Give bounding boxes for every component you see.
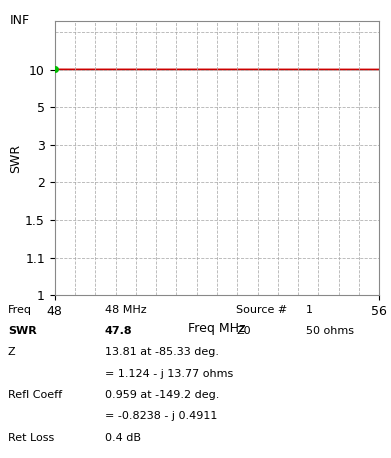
Text: Source #: Source # — [236, 305, 287, 315]
Text: INF: INF — [9, 14, 29, 27]
Text: Freq: Freq — [8, 305, 32, 315]
Text: Ret Loss: Ret Loss — [8, 433, 54, 443]
Text: = 1.124 - j 13.77 ohms: = 1.124 - j 13.77 ohms — [104, 369, 233, 379]
Text: Refl Coeff: Refl Coeff — [8, 390, 62, 400]
Text: 0.4 dB: 0.4 dB — [104, 433, 140, 443]
Y-axis label: SWR: SWR — [9, 143, 22, 173]
Text: 48 MHz: 48 MHz — [104, 305, 146, 315]
Text: SWR: SWR — [8, 326, 36, 336]
Text: 13.81 at -85.33 deg.: 13.81 at -85.33 deg. — [104, 348, 219, 357]
Text: 0.959 at -149.2 deg.: 0.959 at -149.2 deg. — [104, 390, 219, 400]
Text: 1: 1 — [306, 305, 313, 315]
Text: = -0.8238 - j 0.4911: = -0.8238 - j 0.4911 — [104, 411, 217, 421]
Text: Z0: Z0 — [236, 326, 251, 336]
Text: Z: Z — [8, 348, 15, 357]
X-axis label: Freq MHz: Freq MHz — [188, 322, 246, 335]
Text: 47.8: 47.8 — [104, 326, 132, 336]
Text: 50 ohms: 50 ohms — [306, 326, 354, 336]
